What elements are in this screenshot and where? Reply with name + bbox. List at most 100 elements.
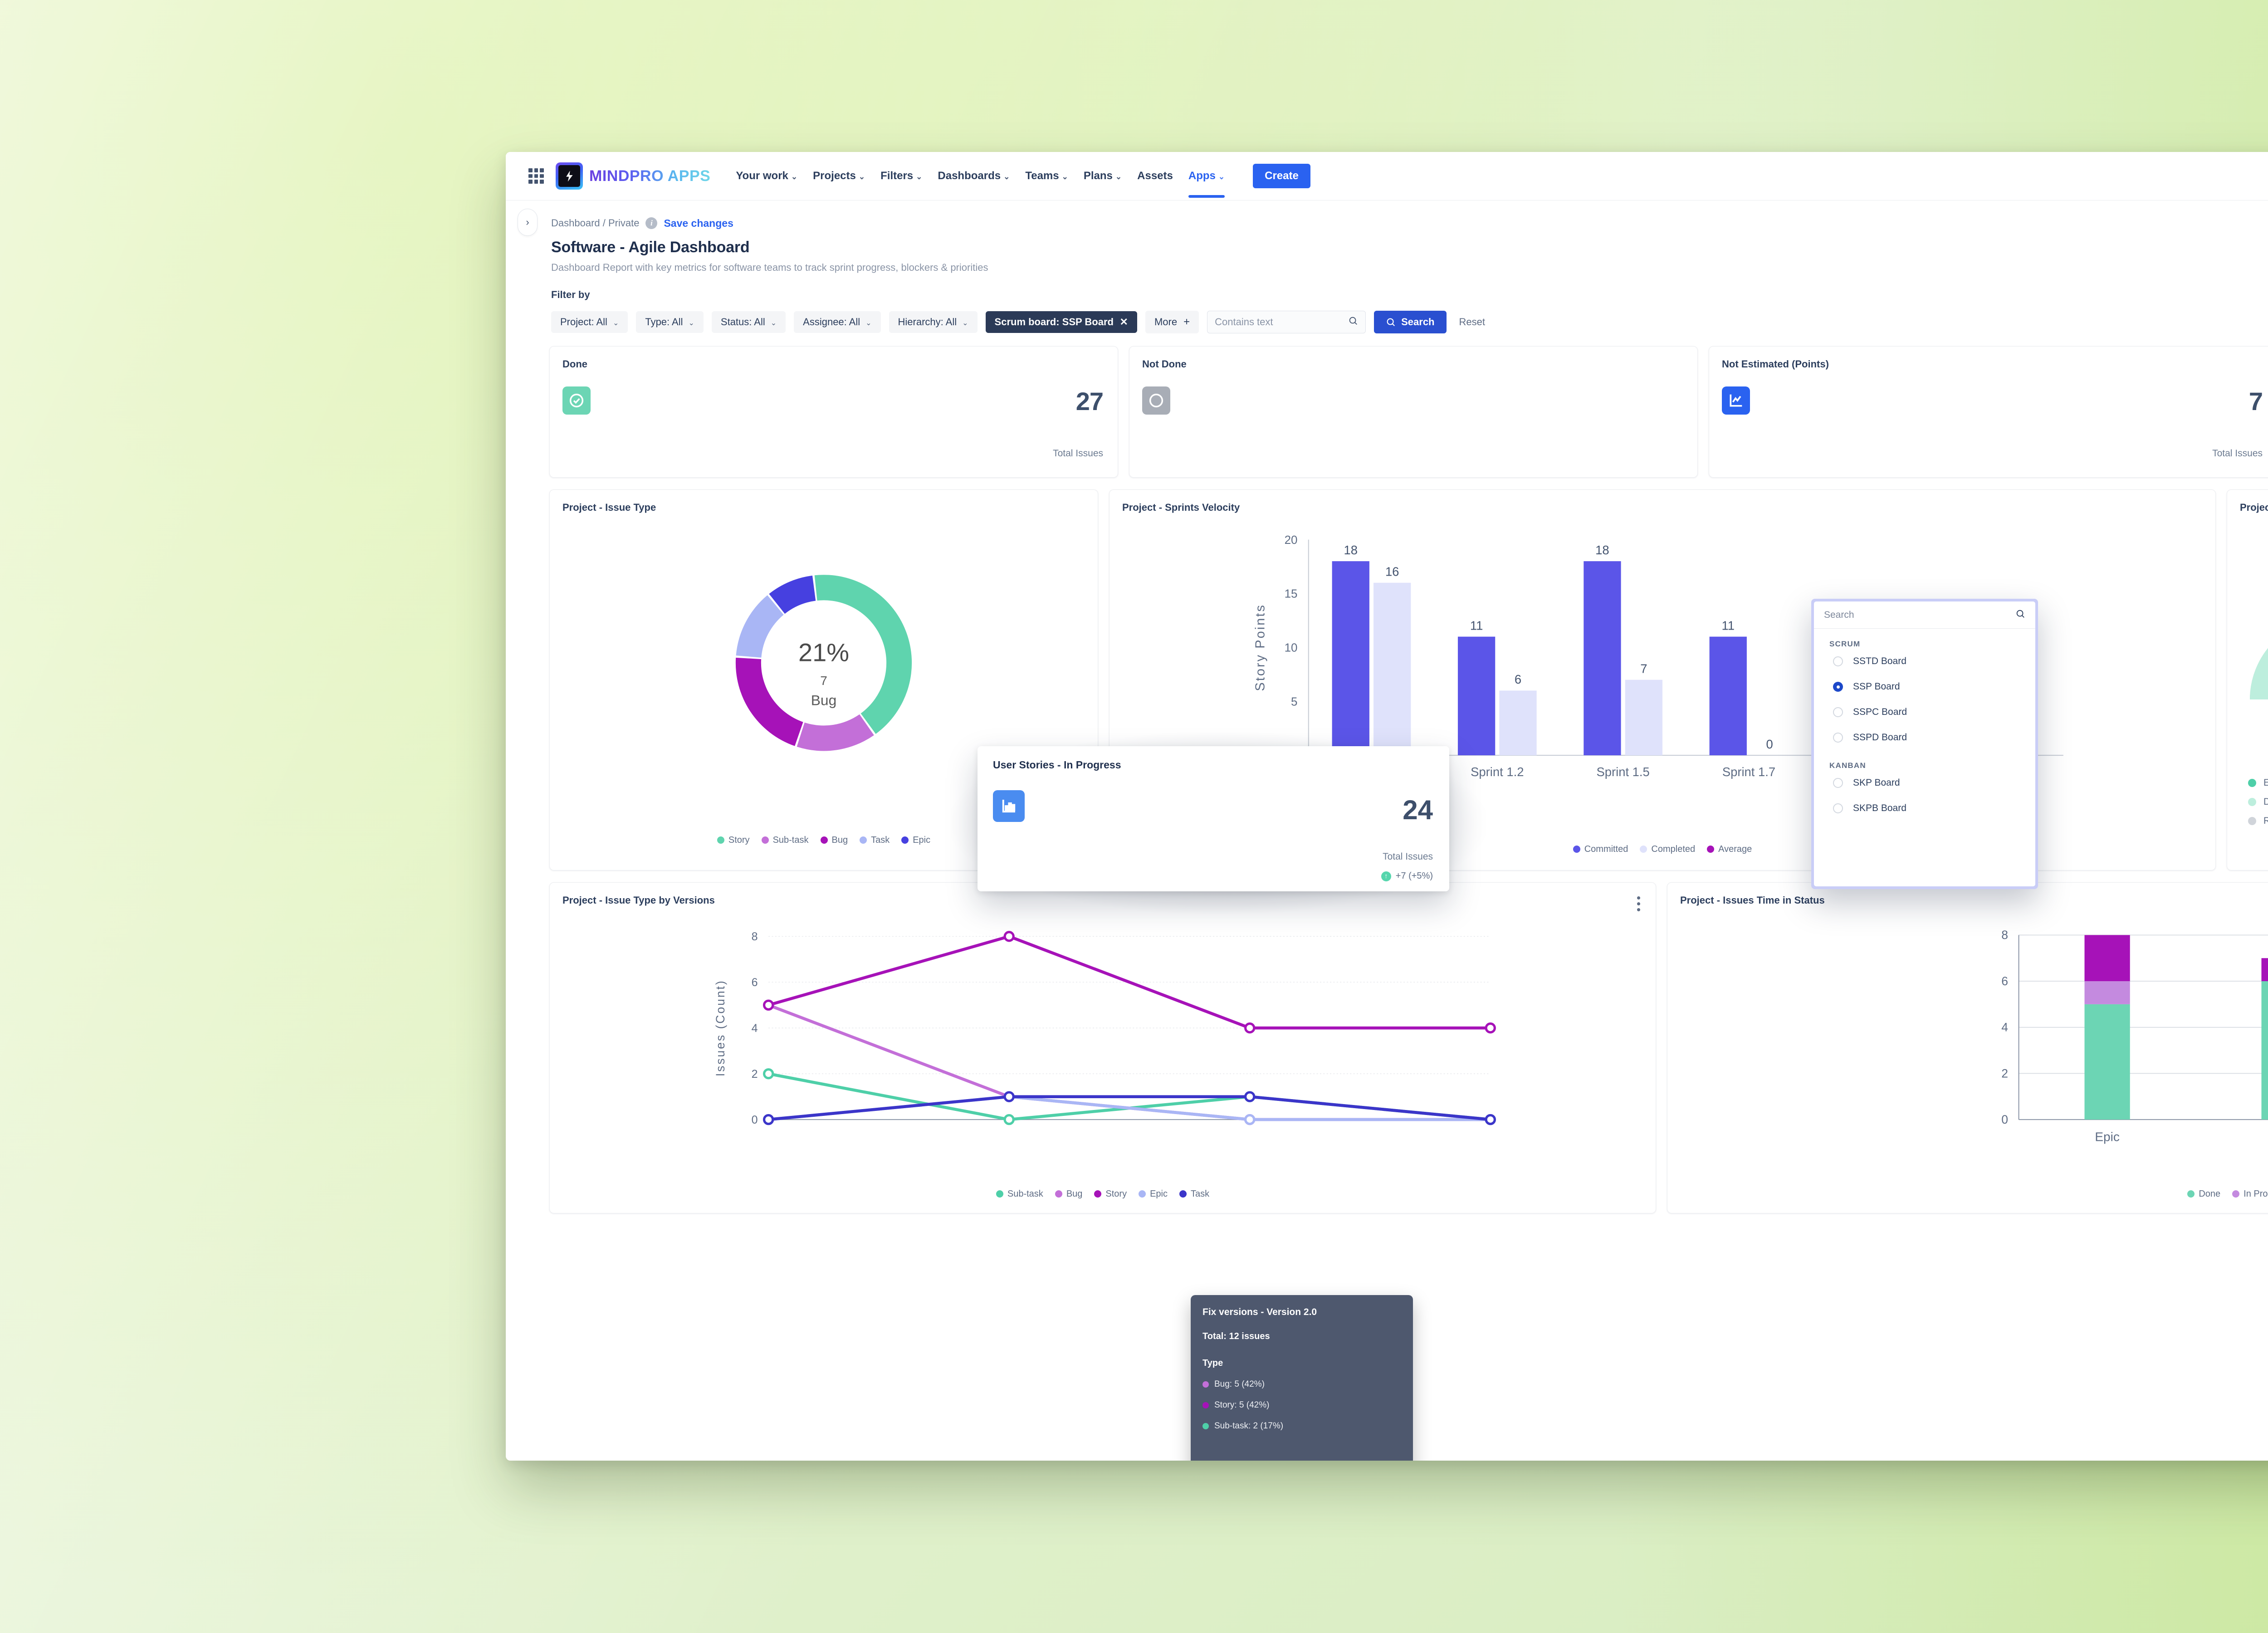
stat-value: 27: [1075, 387, 1104, 416]
legend-dot: [1573, 846, 1580, 853]
stat-card-user-stories-in-progress[interactable]: User Stories - In Progress 24 Total Issu…: [978, 746, 1449, 891]
reset-button[interactable]: Reset: [1459, 316, 1485, 328]
legend-item: Done: [2187, 1189, 2220, 1199]
filter-chip-hierarchy[interactable]: Hierarchy: All ⌄: [889, 311, 978, 333]
legend-label: Committed: [1584, 844, 1628, 854]
board-group-kanban: KANBAN: [1829, 761, 1866, 770]
check-circle-icon: [562, 386, 591, 415]
velocity-legend: Committed Completed Average: [1110, 844, 2215, 855]
browser-window: MINDPRO APPS Your work ⌄ Projects ⌄ Filter…: [506, 152, 2268, 1461]
filter-more-button[interactable]: More +: [1145, 311, 1199, 333]
page-subtitle: Dashboard Report with key metrics for so…: [551, 262, 988, 273]
legend-item: Committed: [1573, 844, 1628, 855]
chevron-down-icon: ⌄: [865, 319, 872, 327]
legend-dot: [2248, 798, 2256, 806]
svg-text:Story Points: Story Points: [1253, 604, 1267, 691]
svg-text:2: 2: [752, 1068, 758, 1081]
nav-item-filters[interactable]: Filters ⌄: [880, 170, 923, 182]
nav-item-plans[interactable]: Plans ⌄: [1083, 170, 1122, 182]
legend-dot: [2248, 779, 2256, 787]
filter-by-label: Filter by: [551, 289, 590, 300]
filter-chip-status[interactable]: Status: All ⌄: [711, 311, 786, 333]
legend-label: Sub-task: [772, 835, 809, 845]
breadcrumb-row: › Dashboard / Private i Save changes Hel…: [506, 200, 2268, 236]
tooltip-type-label: Type: [1202, 1358, 1223, 1368]
create-button[interactable]: Create: [1253, 164, 1310, 188]
board-option-sspd[interactable]: SSPD Board: [1814, 725, 2035, 750]
app-switcher-icon[interactable]: [528, 168, 544, 184]
save-changes-link[interactable]: Save changes: [664, 217, 733, 229]
contains-text-input[interactable]: Contains text: [1207, 311, 1366, 333]
circle-icon: [1142, 386, 1170, 415]
page-title: Software - Agile Dashboard: [551, 239, 750, 256]
chevron-down-icon: ⌄: [770, 319, 777, 327]
svg-text:Sprint 1.2: Sprint 1.2: [1471, 765, 1524, 779]
filter-chip-assignee[interactable]: Assignee: All ⌄: [794, 311, 881, 333]
brand-logo[interactable]: MINDPRO APPS: [556, 162, 710, 190]
close-icon[interactable]: ✕: [1119, 316, 1128, 328]
radio-icon: [1833, 778, 1843, 788]
board-search-input[interactable]: Search: [1814, 601, 2035, 629]
filter-chip-project[interactable]: Project: All ⌄: [551, 311, 628, 333]
brand-logo-mark: [556, 162, 583, 190]
stat-card-not-done[interactable]: Not Done: [1129, 346, 1698, 478]
nav-item-your-work[interactable]: Your work ⌄: [736, 170, 798, 182]
nav-links: Your work ⌄ Projects ⌄ Filters ⌄ Dashboards…: [736, 164, 1310, 198]
chevron-down-icon: ⌄: [858, 172, 865, 181]
legend-item: Epic: [901, 835, 930, 846]
legend-dot: [717, 836, 724, 844]
search-icon: [1348, 316, 1358, 328]
board-option-skp[interactable]: SKP Board: [1814, 770, 2035, 796]
chevron-down-icon: ⌄: [791, 172, 798, 181]
board-option-sspc[interactable]: SSPC Board: [1814, 699, 2035, 725]
legend-dot: [1179, 1190, 1187, 1198]
stat-card-done[interactable]: Done 27 Total Issues: [549, 346, 1118, 478]
legend-label: Done: [2263, 797, 2268, 807]
stat-title: Not Done: [1142, 358, 1187, 370]
radio-icon: [1833, 803, 1843, 813]
bottom-charts-row: Project - Issue Type by Versions 0 2 4 6 8 Is…: [549, 882, 2268, 1213]
legend-label: Epic: [1150, 1189, 1168, 1199]
nav-item-apps[interactable]: Apps ⌄: [1188, 170, 1225, 198]
svg-text:4: 4: [752, 1022, 758, 1035]
stat-card-not-estimated[interactable]: Not Estimated (Points) 7 Total Issues: [1709, 346, 2268, 478]
board-option-skpb[interactable]: SKPB Board: [1814, 796, 2035, 821]
legend-label: Task: [1191, 1189, 1210, 1199]
svg-text:11: 11: [1722, 618, 1735, 632]
nav-item-assets[interactable]: Assets: [1137, 170, 1173, 182]
svg-text:20: 20: [1285, 534, 1298, 547]
chevron-down-icon: ⌄: [1218, 172, 1225, 181]
svg-text:Sprint 1.7: Sprint 1.7: [1722, 765, 1775, 779]
svg-text:21%: 21%: [798, 638, 849, 667]
svg-text:16: 16: [1385, 564, 1399, 578]
nav-item-projects[interactable]: Projects ⌄: [813, 170, 865, 182]
nav-item-dashboards[interactable]: Dashboards ⌄: [938, 170, 1010, 182]
legend-dot: [1202, 1381, 1209, 1388]
legend-dot: [996, 1190, 1003, 1198]
legend-dot: [1139, 1190, 1146, 1198]
filter-chip-type[interactable]: Type: All ⌄: [636, 311, 704, 333]
search-button[interactable]: Search: [1374, 311, 1447, 333]
card-menu-icon[interactable]: [1637, 896, 1640, 911]
chevron-down-icon: ⌄: [1115, 172, 1122, 181]
issue-type-by-versions-chart: 0 2 4 6 8 Issues (Count): [714, 930, 1496, 1126]
svg-text:8: 8: [2001, 928, 2008, 942]
filter-chip-scrum-board[interactable]: Scrum board: SSP Board ✕: [985, 311, 1137, 333]
legend-item: Task: [860, 835, 890, 846]
line-chart-tooltip: Fix versions - Version 2.0 Total: 12 iss…: [1191, 1295, 1413, 1461]
legend-label: Sub-task: [1007, 1189, 1043, 1199]
breadcrumb[interactable]: Dashboard / Private: [551, 217, 640, 229]
filter-chips: Project: All ⌄ Type: All ⌄ Status: All ⌄ As…: [551, 311, 2268, 333]
board-option-sstd[interactable]: SSTD Board: [1814, 649, 2035, 674]
legend-dot: [761, 836, 769, 844]
chart-title: Project - Issue Type: [562, 502, 656, 513]
legend-item: Remaining: [2248, 816, 2268, 826]
board-option-ssp[interactable]: SSP Board: [1814, 674, 2035, 699]
info-icon[interactable]: i: [645, 217, 658, 229]
nav-item-teams[interactable]: Teams ⌄: [1025, 170, 1068, 182]
sidebar-expand-button[interactable]: ›: [518, 209, 538, 236]
tooltip-total: Total: 12 issues: [1202, 1331, 1270, 1341]
stat-label: Total Issues: [1383, 851, 1433, 862]
svg-text:7: 7: [820, 674, 827, 688]
legend-label: Remaining: [2263, 816, 2268, 826]
